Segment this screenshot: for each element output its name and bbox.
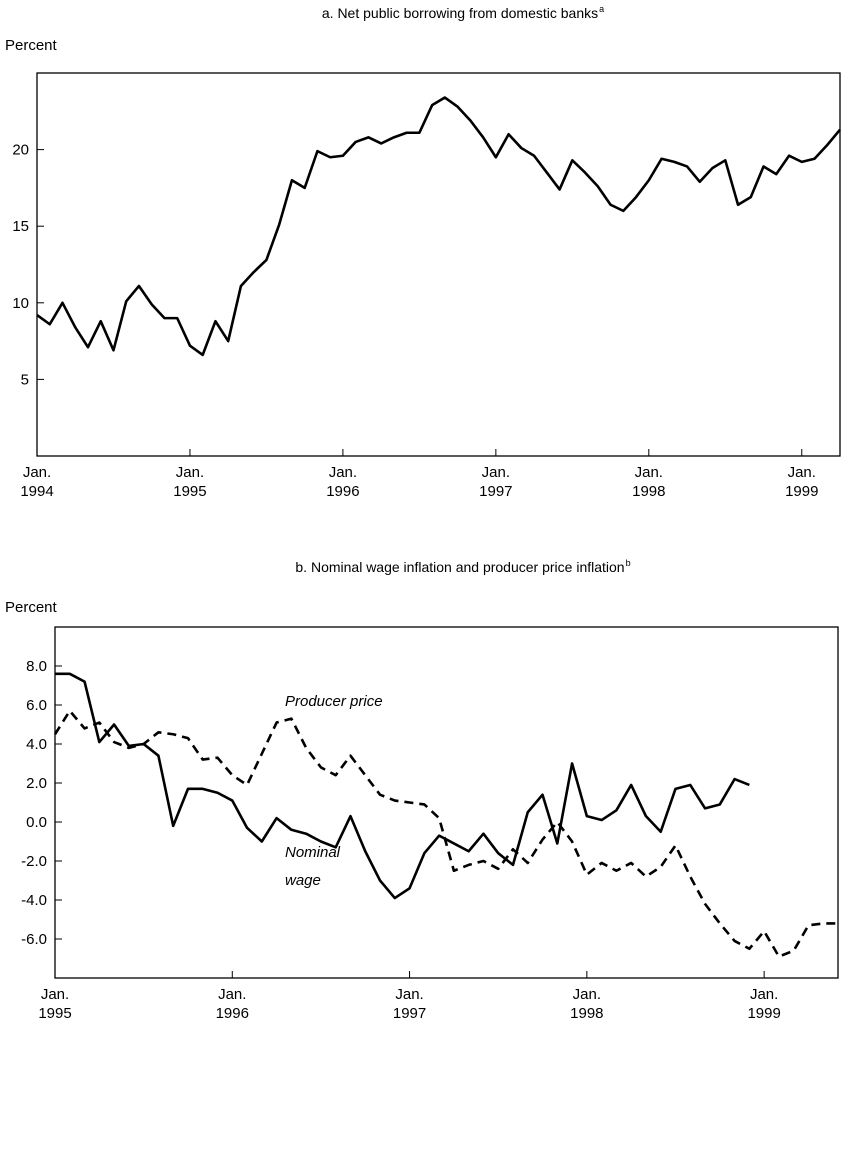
title-superscript: b xyxy=(626,558,631,568)
series-annotation: Producer price xyxy=(285,693,383,710)
x-tick-label: Jan. 1995 xyxy=(38,986,71,1022)
y-tick-label: 4.0 xyxy=(26,736,47,753)
series-line xyxy=(36,96,841,357)
x-tick-label: Jan. 1994 xyxy=(20,464,53,500)
series-line xyxy=(53,709,838,958)
x-tick-label: Jan. 1998 xyxy=(570,986,603,1022)
chart-title: a. Net public borrowing from domestic ba… xyxy=(322,5,598,21)
y-tick-label: 6.0 xyxy=(26,697,47,714)
y-tick-label: 0.0 xyxy=(26,814,47,831)
y-tick-label: -6.0 xyxy=(21,931,47,948)
y-tick-label: -2.0 xyxy=(21,853,47,870)
x-tick-label: Jan. 1999 xyxy=(785,464,818,500)
chart-title: b. Nominal wage inflation and producer p… xyxy=(295,559,624,575)
y-tick-label: 15 xyxy=(12,218,29,235)
series-annotation: Nominal wage xyxy=(285,844,341,889)
y-tick-label: 2.0 xyxy=(26,775,47,792)
x-tick-label: Jan. 1996 xyxy=(216,986,249,1022)
series-line xyxy=(55,672,750,900)
y-tick-label: 10 xyxy=(12,295,29,312)
y-tick-label: 5 xyxy=(21,371,29,388)
y-tick-label: -4.0 xyxy=(21,892,47,909)
title-superscript: a xyxy=(599,4,604,14)
y-tick-label: 20 xyxy=(12,142,29,159)
y-tick-label: 8.0 xyxy=(26,658,47,675)
x-tick-label: Jan. 1996 xyxy=(326,464,359,500)
x-tick-label: Jan. 1997 xyxy=(479,464,512,500)
x-tick-label: Jan. 1997 xyxy=(393,986,426,1022)
x-tick-label: Jan. 1998 xyxy=(632,464,665,500)
plot-frame xyxy=(54,626,839,979)
x-tick-label: Jan. 1995 xyxy=(173,464,206,500)
x-tick-label: Jan. 1999 xyxy=(747,986,780,1022)
y-axis-label: Percent xyxy=(5,37,58,54)
plot-frame xyxy=(36,72,841,457)
y-axis-label: Percent xyxy=(5,599,58,616)
